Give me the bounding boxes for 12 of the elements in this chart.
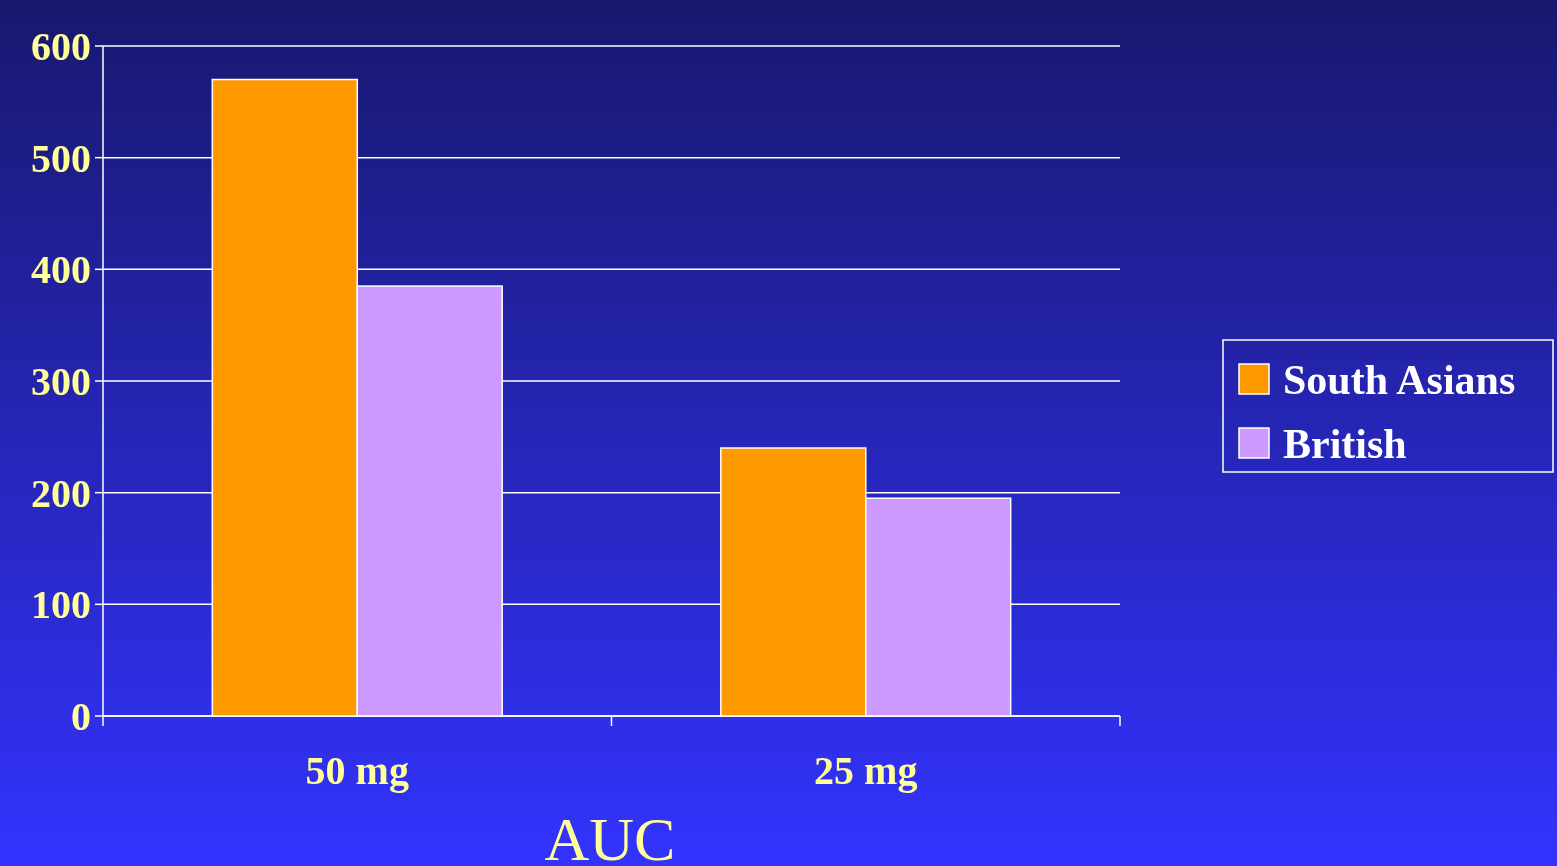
x-axis-title: AUC <box>544 805 676 866</box>
y-tick-label: 100 <box>31 582 91 628</box>
legend-label: British <box>1283 420 1407 467</box>
y-tick-label: 300 <box>31 359 91 404</box>
y-tick-label: 200 <box>31 470 91 516</box>
x-tick-label: 50 mg <box>305 748 409 793</box>
y-tick-label: 0 <box>71 694 91 739</box>
y-tick-label: 600 <box>31 24 91 69</box>
x-tick-label: 25 mg <box>814 748 918 793</box>
y-tick-label: 400 <box>31 247 91 293</box>
legend-label: South Asians <box>1283 356 1516 403</box>
y-tick-label: 500 <box>31 135 91 181</box>
